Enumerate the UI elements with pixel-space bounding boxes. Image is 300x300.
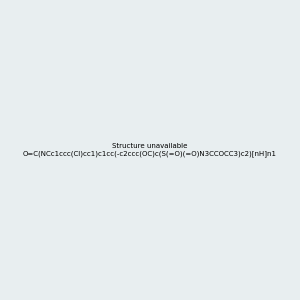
Text: Structure unavailable
O=C(NCc1ccc(Cl)cc1)c1cc(-c2ccc(OC)c(S(=O)(=O)N3CCOCC3)c2)[: Structure unavailable O=C(NCc1ccc(Cl)cc1… [23, 143, 277, 157]
